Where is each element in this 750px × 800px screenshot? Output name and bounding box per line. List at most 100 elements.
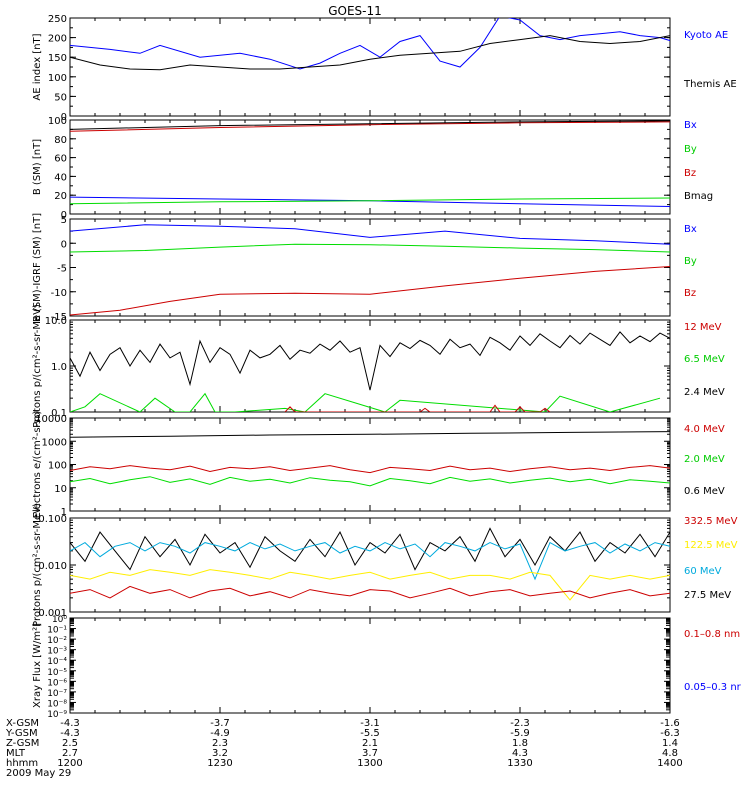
y-tick-label: 100 [48, 461, 67, 472]
series-line-60-mev [70, 541, 670, 581]
series-line-by [70, 243, 670, 253]
legend-entry: Bx [684, 224, 697, 235]
y-tick-label: -15 [51, 312, 67, 323]
y-tick-label: -10 [51, 288, 67, 299]
y-tick-label: 10⁻⁹ [47, 710, 67, 720]
y-tick-label: 10⁻⁵ [47, 668, 67, 678]
x-row-value: -3.1 [360, 718, 380, 729]
legend-entry: 2.0 MeV [684, 454, 725, 465]
y-axis-label: Protons p/(cm²-s-sr-MeV) [32, 304, 43, 428]
legend-entry: Bmag [684, 191, 713, 202]
legend-entry: Kyoto AE [684, 30, 728, 41]
y-tick-label: 10⁻² [47, 636, 67, 646]
y-tick-label: 1000 [42, 437, 67, 448]
x-row-value: 3.2 [212, 748, 228, 759]
y-tick-label: 10.0 [45, 316, 67, 327]
legend-entry: Bx [684, 120, 697, 131]
legend-entry: 0.1–0.8 nm [684, 629, 740, 640]
series-line-2-4-mev [70, 331, 670, 391]
panel-frame [69, 17, 671, 117]
legend-entry: 4.0 MeV [684, 424, 725, 435]
y-tick-label: 0 [61, 210, 67, 221]
y-tick-label: 20 [54, 191, 67, 202]
y-axis-label: Protons p/(cm²-s-sr-MeV) [32, 503, 43, 627]
y-tick-label: 0.001 [38, 608, 67, 619]
legend-entry: 0.05–0.3 nr [684, 682, 742, 693]
x-row-value: -5.5 [360, 728, 380, 739]
y-tick-label: 200 [48, 34, 67, 45]
y-axis-label: Xray Flux [W/m²] [32, 623, 43, 708]
x-row-value: 1.4 [662, 738, 678, 749]
y-tick-label: 10000 [35, 414, 67, 425]
y-tick-label: 40 [54, 172, 67, 183]
y-tick-label: 150 [48, 53, 67, 64]
series-line-bz [70, 121, 670, 132]
x-row-value: 4.8 [662, 748, 678, 759]
x-row-label: Z-GSM [6, 738, 39, 749]
date-label: 2009 May 29 [6, 768, 71, 779]
legend-entry: 332.5 MeV [684, 516, 738, 527]
y-tick-label: 0.1 [51, 408, 67, 419]
series-line-by [70, 197, 670, 205]
series-line-themis-ae [70, 35, 670, 71]
legend-entry: 122.5 MeV [684, 540, 738, 551]
y-tick-label: 0 [61, 239, 67, 250]
y-tick-label: 1 [61, 507, 67, 518]
legend-entry: By [684, 144, 697, 155]
x-row-value: 3.7 [362, 748, 378, 759]
x-row-value: -3.7 [210, 718, 230, 729]
x-row-value: -2.3 [510, 718, 530, 729]
legend-entry: 60 MeV [684, 566, 722, 577]
x-row-value: 2.7 [62, 748, 78, 759]
x-row-label: X-GSM [6, 718, 39, 729]
panel-frame [69, 617, 671, 714]
panel-2: 0 20 40 60 80 100 B (SM) [nT] Bx By Bz Bmag [32, 116, 713, 221]
x-row-value: -4.3 [60, 728, 80, 739]
y-axis-label: B (SM) [nT] [32, 139, 43, 195]
legend-entry: Themis AE [683, 79, 737, 90]
legend-entry: Bz [684, 168, 696, 179]
series-line-bz [70, 266, 670, 316]
y-tick-label: 1.0 [51, 362, 67, 373]
series-line-12-mev [284, 404, 551, 412]
y-tick-label: 10⁻¹ [47, 626, 67, 636]
panel-frame [69, 218, 671, 317]
legend-entry: 0.6 MeV [684, 486, 725, 497]
x-row-value: 1400 [657, 758, 682, 769]
legend-entry: 2.4 MeV [684, 387, 725, 398]
x-row-label: Y-GSM [5, 728, 38, 739]
series-line-6-5-mev [70, 392, 661, 412]
y-tick-label: 0.010 [38, 561, 67, 572]
x-row-value: 1.8 [512, 738, 528, 749]
x-row-value: 1300 [357, 758, 382, 769]
series-line-bmag [70, 120, 670, 130]
legend-entry: By [684, 256, 697, 267]
y-tick-label: 100 [48, 73, 67, 84]
y-tick-label: 50 [54, 92, 67, 103]
y-tick-label: 60 [54, 154, 67, 165]
series-line-4-0-mev [70, 465, 670, 474]
y-tick-label: 10⁻⁷ [47, 689, 67, 699]
x-row-label: hhmm [6, 758, 38, 769]
x-row-label: MLT [6, 748, 26, 759]
panel-frame [69, 319, 671, 413]
x-row-value: -1.6 [660, 718, 680, 729]
y-tick-label: 10⁻⁴ [47, 657, 67, 667]
y-tick-label: 10 [54, 484, 67, 495]
y-tick-label: 10⁻⁸ [47, 699, 67, 709]
legend-entry: 27.5 MeV [684, 590, 731, 601]
chart-title: GOES-11 [328, 4, 382, 18]
x-row-value: 1330 [507, 758, 532, 769]
legend-entry: 12 MeV [684, 322, 722, 333]
x-row-value: 1230 [207, 758, 232, 769]
legend-entry: Bz [684, 288, 696, 299]
x-row-value: 4.3 [512, 748, 528, 759]
series-line-2-0-mev [70, 476, 670, 487]
x-row-value: -5.9 [510, 728, 530, 739]
series-line-kyoto-ae [70, 18, 670, 70]
